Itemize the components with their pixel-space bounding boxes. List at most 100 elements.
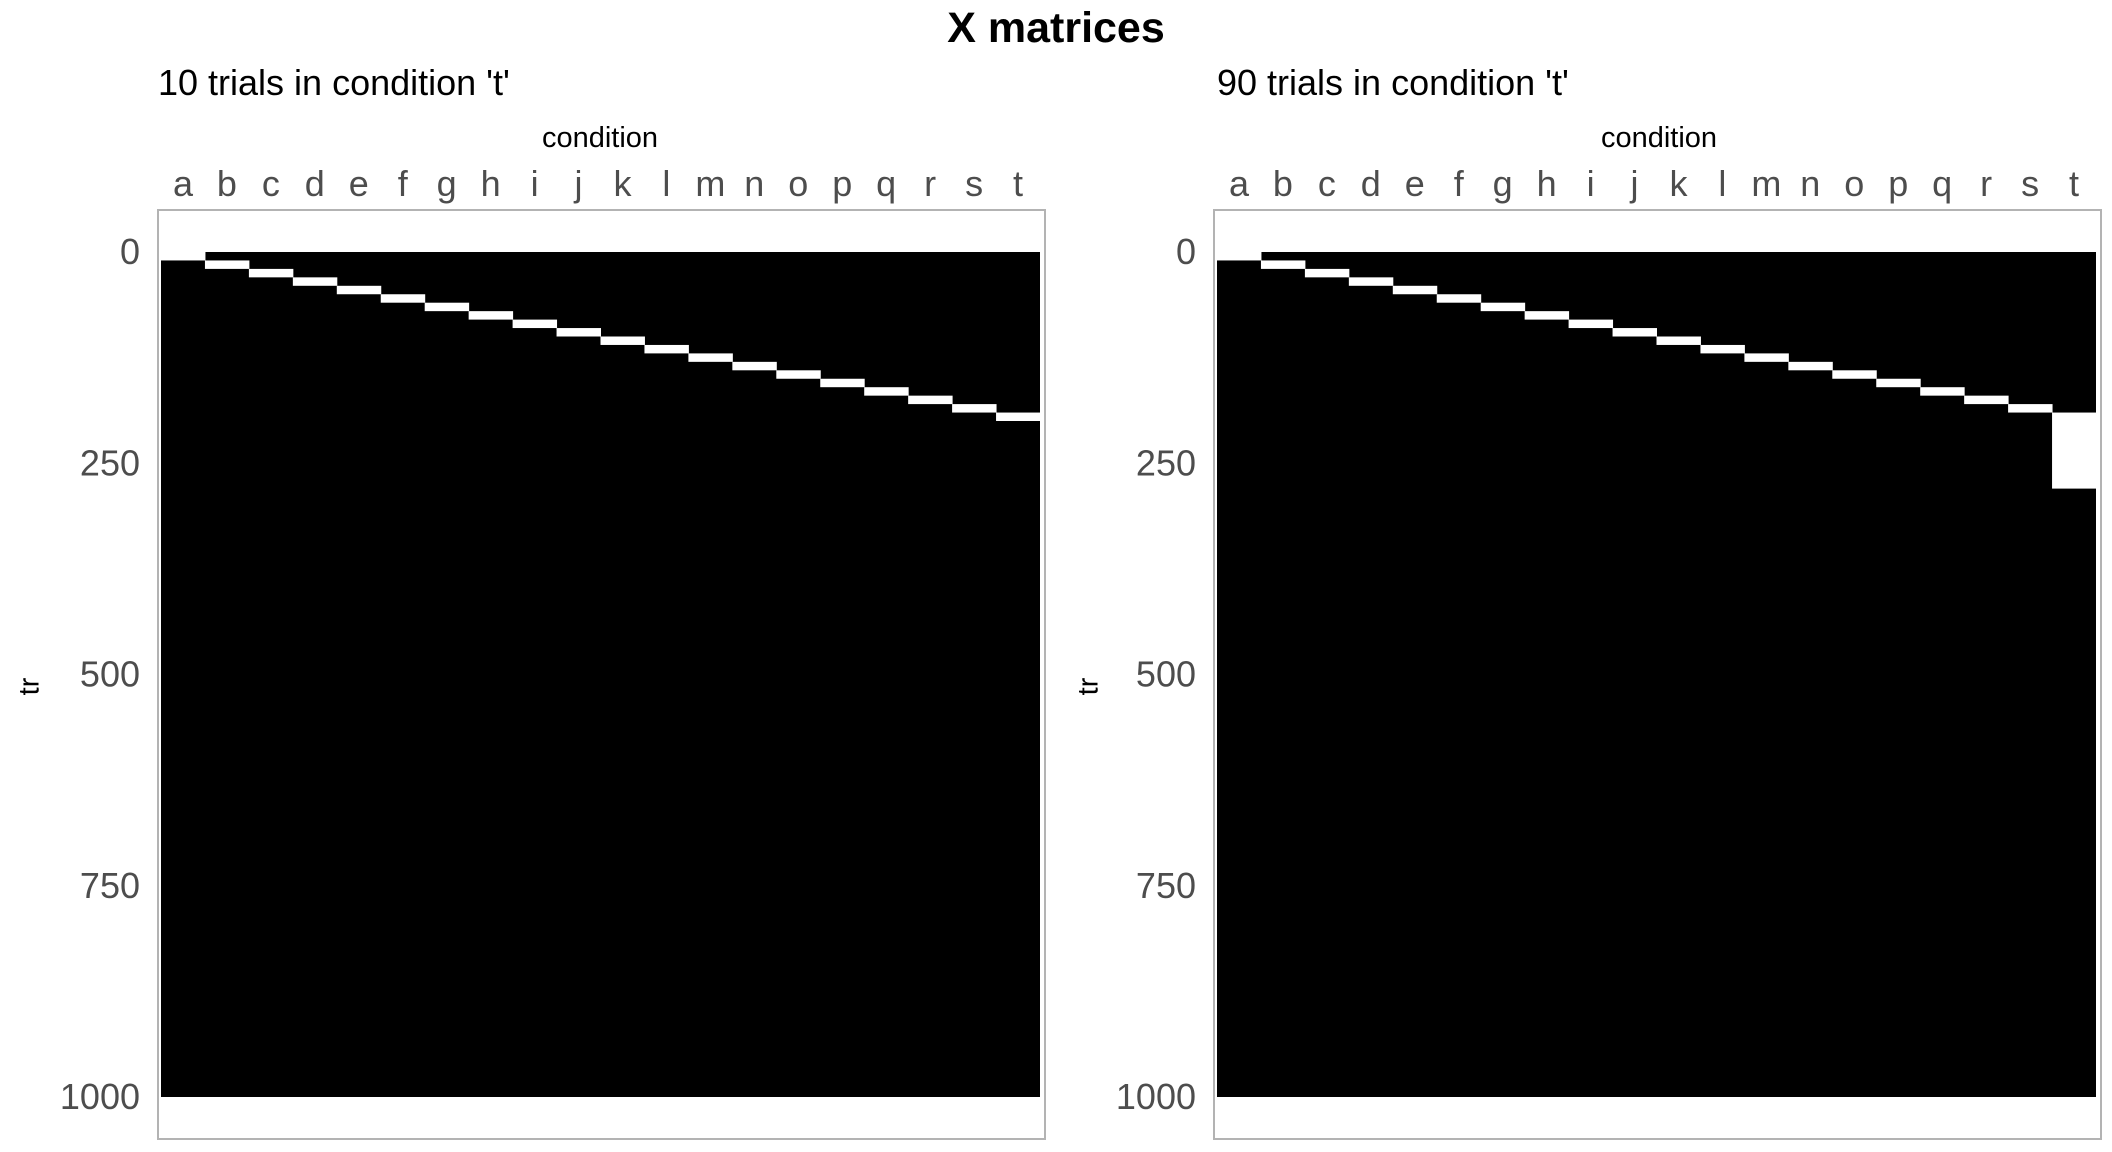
x-tick-label: h [481,163,501,204]
matrix-cell-ones-s [2008,404,2053,413]
y-tick-label: 1000 [1116,1076,1196,1117]
panel-2-subtitle: 90 trials in condition 't' [1217,62,1569,103]
matrix-background [161,252,1040,1097]
x-tick-label: s [2021,163,2039,204]
x-tick-label: i [531,163,539,204]
x-tick-label: g [1493,163,1513,204]
x-tick-label: o [1844,163,1864,204]
y-tick-label: 0 [120,231,140,272]
x-tick-label: p [1888,163,1908,204]
x-tick-label: r [924,163,936,204]
matrix-cell-ones-f [380,294,426,303]
matrix-cell-ones-m [1744,353,1789,362]
matrix-cell-ones-d [292,277,338,286]
x-tick-label: q [1932,163,1952,204]
matrix-cell-ones-e [1392,285,1438,295]
matrix-cell-ones-j [556,328,601,337]
matrix-cell-ones-o [1832,370,1877,379]
matrix-cell-ones-c [248,268,294,278]
x-tick-label: b [1273,163,1293,204]
panel-1-heatmap: a b c d e f g h i j k l m n o p q r s t 0 250 500 750 1000 [60,163,1046,1140]
x-tick-label: h [1537,163,1557,204]
panel-1-x-axis-title: condition [541,122,659,154]
matrix-cell-ones-a [1217,252,1262,261]
x-tick-label: g [437,163,457,204]
matrix-cell-ones-i [512,319,558,329]
matrix-background [1217,252,2096,1097]
y-tick-label: 250 [80,442,140,483]
matrix-cell-ones-j [1612,328,1657,337]
y-tick-label: 0 [1176,231,1196,272]
matrix-cell-ones-t [996,412,1041,421]
x-tick-label: l [1718,163,1726,204]
x-tick-label: n [1800,163,1820,204]
matrix-cell-ones-n [1788,361,1833,371]
panel-1-subtitle: 10 trials in condition 't' [158,62,510,103]
y-tick-label: 750 [80,865,140,906]
x-tick-label: t [1013,163,1023,204]
x-tick-label: e [349,163,369,204]
matrix-cell-ones-q [1920,387,1965,396]
matrix-cell-ones-b [204,260,250,269]
x-tick-label: j [574,163,583,204]
x-tick-label: c [262,163,280,204]
matrix-cell-ones-b [1260,260,1306,269]
x-tick-label: a [1229,163,1250,204]
matrix-cell-ones-m [688,353,733,362]
matrix-cell-ones-a [161,252,206,261]
matrix-cell-ones-c [1304,268,1350,278]
matrix-cell-ones-d [1348,277,1394,286]
x-tick-label: k [1669,163,1688,204]
x-tick-label: f [1454,163,1465,204]
x-tick-label: j [1630,163,1639,204]
matrix-cell-ones-e [336,285,382,295]
x-tick-label: e [1405,163,1425,204]
x-tick-label: c [1318,163,1336,204]
matrix-cell-ones-r [908,395,953,405]
x-tick-label: k [613,163,632,204]
panel-2-heatmap: a b c d e f g h i j k l m n o p q r s t 0 250 500 750 1000 [1116,163,2102,1140]
matrix-cell-ones-f [1436,294,1482,303]
x-tick-label: m [1751,163,1781,204]
y-tick-label: 1000 [60,1076,140,1117]
matrix-cell-ones-g [1480,302,1526,312]
matrix-cell-ones-l [1700,344,1745,354]
y-tick-label: 500 [1136,654,1196,695]
matrix-cell-ones-o [776,370,821,379]
x-tick-label: p [832,163,852,204]
x-tick-label: t [2069,163,2079,204]
x-tick-label: m [695,163,725,204]
x-tick-label: r [1980,163,1992,204]
x-tick-label: f [398,163,409,204]
panel-2-x-axis-title: condition [1600,122,1718,154]
y-tick-label: 750 [1136,865,1196,906]
x-tick-label: d [305,163,325,204]
matrix-cell-ones-g [424,302,470,312]
matrix-cell-ones-r [1964,395,2009,405]
matrix-cell-ones-p [1876,378,1921,388]
x-tick-label: i [1587,163,1595,204]
matrix-cell-ones-l [644,344,689,354]
matrix-cell-ones-s [952,404,997,413]
y-tick-label: 500 [80,654,140,695]
x-tick-label: s [965,163,983,204]
matrix-cell-ones-h [468,311,514,320]
x-tick-label: n [744,163,764,204]
x-tick-label: q [876,163,896,204]
matrix-cell-ones-t [2052,412,2097,489]
x-tick-label: b [217,163,237,204]
x-tick-label: d [1361,163,1381,204]
matrix-cell-ones-n [732,361,777,371]
matrix-cell-ones-i [1568,319,1614,329]
matrix-cell-ones-q [864,387,909,396]
matrix-cell-ones-k [1656,336,1701,345]
matrix-cell-ones-k [600,336,645,345]
x-tick-label: o [788,163,808,204]
matrix-cell-ones-h [1524,311,1570,320]
x-tick-label: l [662,163,670,204]
y-tick-label: 250 [1136,442,1196,483]
x-tick-label: a [173,163,194,204]
figure-title: X matrices [947,4,1165,52]
matrix-cell-ones-p [820,378,865,388]
